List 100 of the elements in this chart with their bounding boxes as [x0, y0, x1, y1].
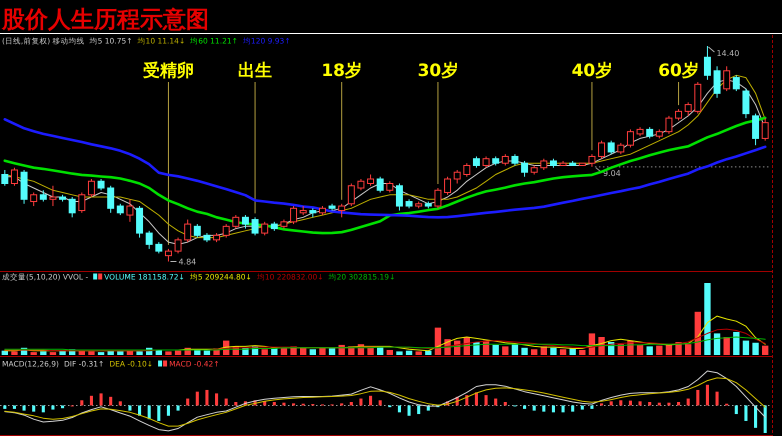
bar — [262, 349, 268, 355]
bar — [386, 350, 393, 355]
bar — [40, 351, 46, 355]
bar — [196, 392, 199, 406]
bar — [100, 393, 103, 406]
bar — [571, 405, 574, 412]
bar — [42, 405, 45, 412]
bar — [648, 402, 652, 406]
bar — [176, 405, 180, 411]
bar — [590, 405, 594, 409]
bar — [174, 350, 182, 355]
chart-title: 股价人生历程示意图 — [1, 7, 209, 33]
bar — [754, 405, 758, 428]
bar — [350, 402, 353, 406]
bar — [272, 402, 276, 406]
bar — [734, 405, 738, 414]
bar — [328, 348, 336, 355]
bar — [165, 351, 172, 355]
bar — [696, 390, 700, 406]
bar — [638, 401, 642, 406]
bar — [369, 396, 372, 406]
x-tick-label: 受精卵 — [142, 61, 194, 81]
bar — [416, 351, 422, 355]
bar — [677, 402, 680, 406]
bar — [686, 398, 690, 406]
bar — [300, 348, 306, 355]
bar — [280, 348, 288, 355]
bar — [359, 398, 362, 406]
bar — [733, 332, 740, 355]
bar — [425, 350, 432, 355]
bar — [636, 344, 644, 355]
bar — [117, 351, 124, 355]
bar — [396, 351, 403, 355]
bar — [752, 342, 759, 355]
bar — [398, 405, 401, 412]
bar — [628, 400, 632, 406]
bar — [656, 346, 662, 355]
bar — [186, 398, 190, 406]
x-tick-label: 40岁 — [572, 61, 612, 81]
bar — [724, 337, 730, 355]
bar — [610, 401, 613, 406]
bar — [704, 283, 711, 355]
bar — [494, 398, 498, 406]
bar — [282, 402, 286, 406]
bar — [98, 352, 104, 355]
bar — [406, 350, 412, 355]
bar — [90, 396, 93, 406]
bar — [706, 384, 709, 406]
bar — [742, 340, 750, 355]
bar — [560, 349, 566, 355]
bar — [136, 351, 143, 355]
bar — [762, 346, 768, 355]
bar — [50, 352, 56, 355]
bar — [685, 344, 692, 355]
bar — [744, 405, 748, 421]
bar — [658, 402, 661, 406]
bar — [694, 312, 701, 355]
bar — [618, 344, 624, 355]
bar — [118, 401, 122, 406]
bar — [579, 350, 586, 355]
bar — [22, 405, 26, 411]
bar — [764, 405, 767, 433]
bar — [51, 405, 54, 410]
bar — [562, 405, 565, 412]
bar — [570, 348, 576, 355]
bar — [512, 344, 518, 355]
x-tick-label: 出生 — [238, 61, 272, 81]
bar — [224, 398, 228, 406]
bar — [474, 392, 478, 406]
bar — [88, 351, 95, 355]
bar — [521, 348, 528, 355]
bar — [204, 350, 210, 355]
bar — [504, 402, 507, 406]
bar — [234, 402, 238, 406]
bar — [2, 350, 8, 355]
bar — [484, 395, 488, 406]
bar — [667, 402, 670, 406]
bar — [646, 346, 653, 355]
bar — [417, 405, 420, 414]
x-tick-label: 18岁 — [321, 61, 362, 81]
bar — [378, 400, 382, 406]
bar — [11, 351, 18, 355]
bar — [532, 405, 536, 411]
bar — [619, 400, 622, 406]
annotation: 14.40 — [716, 49, 740, 58]
bar — [138, 405, 142, 416]
x-tick-label: 60岁 — [658, 61, 699, 81]
bar — [716, 392, 719, 406]
bar — [492, 344, 499, 355]
bar — [408, 405, 411, 416]
bar — [552, 405, 555, 412]
bar — [32, 405, 36, 412]
bar — [156, 350, 162, 355]
bar — [550, 348, 557, 355]
bar — [166, 405, 170, 416]
bar — [12, 405, 16, 409]
bar — [523, 405, 526, 409]
bar — [580, 405, 584, 410]
x-tick-label: 30岁 — [418, 61, 458, 81]
bar — [310, 349, 316, 355]
